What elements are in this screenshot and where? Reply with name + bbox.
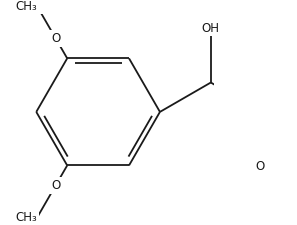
- Text: CH₃: CH₃: [16, 0, 37, 13]
- Text: O: O: [51, 32, 60, 45]
- Text: O: O: [256, 160, 265, 173]
- Text: OH: OH: [202, 22, 220, 34]
- Text: CH₃: CH₃: [16, 211, 37, 223]
- Text: O: O: [51, 179, 60, 192]
